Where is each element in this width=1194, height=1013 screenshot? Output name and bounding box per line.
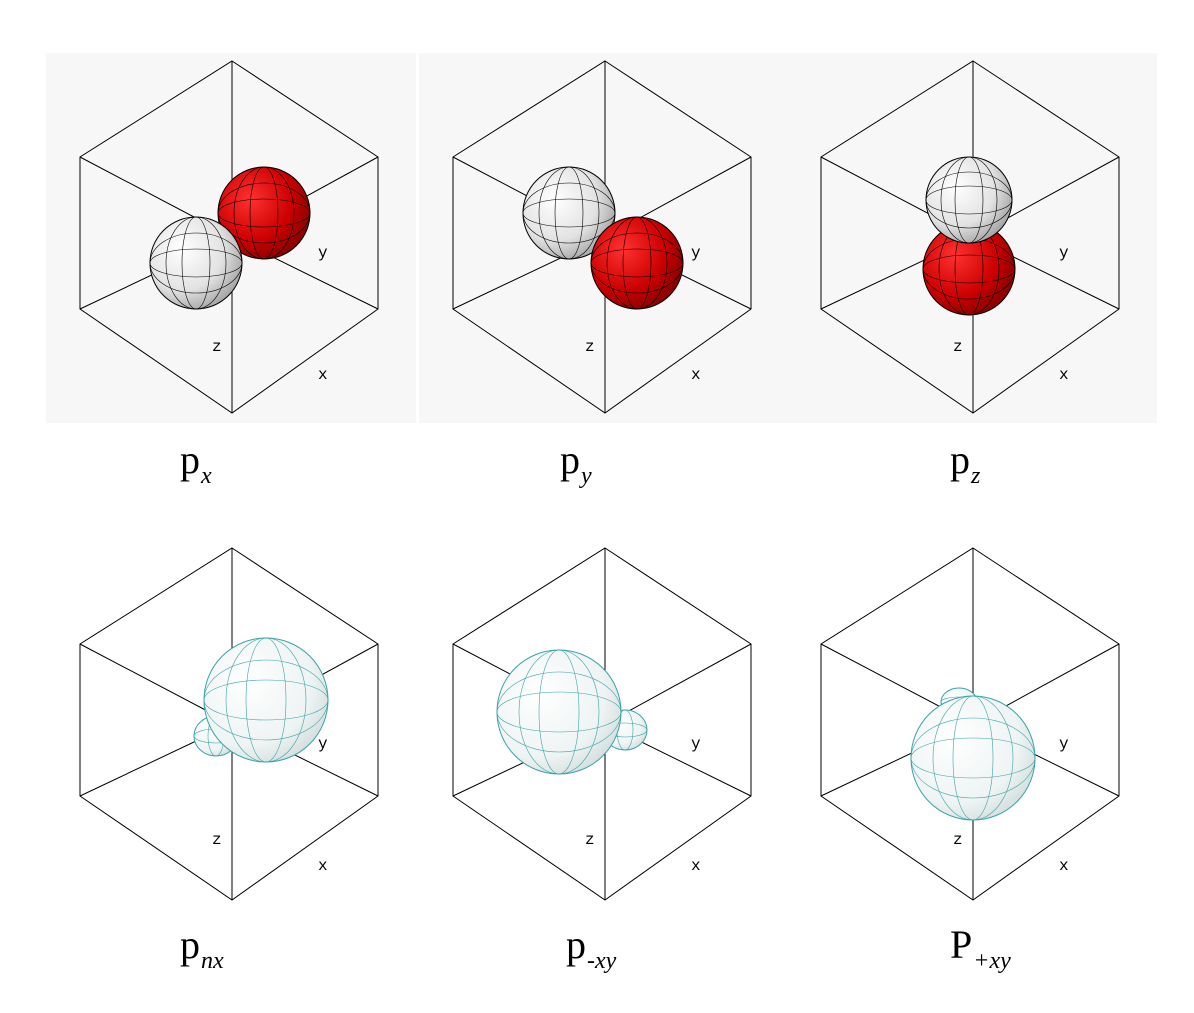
axis-label-z: z (953, 831, 963, 849)
axis-label-x: x (1059, 366, 1069, 384)
orbital-panel-p-minus-xy: y z x (419, 540, 789, 910)
caption-main: p (180, 922, 200, 967)
orbital-p-minus-xy-diagram: y z x (452, 547, 752, 901)
axis-label-x: x (691, 366, 701, 384)
orbital-panel-py: y z x (419, 53, 789, 423)
axis-label-z: z (585, 831, 595, 849)
orbital-px-diagram: y z x (46, 53, 416, 423)
orbital-p-plus-xy-diagram: y z x (820, 547, 1120, 901)
axis-label-x: x (318, 366, 328, 384)
caption-subscript: y (581, 463, 592, 489)
orbital-py-diagram: y z x (419, 53, 789, 423)
orbital-panel-p-plus-xy: y z x (787, 540, 1157, 910)
axis-label-z: z (585, 338, 595, 356)
caption-main: p (560, 437, 580, 482)
caption-main: p (950, 437, 970, 482)
white-lobe (149, 216, 243, 310)
orbital-pz-diagram: y z x (787, 53, 1157, 423)
caption-main: P (950, 922, 973, 967)
caption-main: p (566, 922, 586, 967)
red-lobe (217, 166, 311, 260)
axis-label-z: z (953, 338, 963, 356)
orbital-panel-px: y z x (46, 53, 416, 423)
white-lobe (925, 156, 1013, 244)
orbital-panel-pz: y z x (787, 53, 1157, 423)
caption-subscript: nx (201, 948, 224, 974)
axis-label-x: x (691, 857, 701, 875)
axis-label-y: y (691, 735, 701, 753)
axis-label-x: x (318, 857, 328, 875)
caption-p-plus-xy: P+xy (950, 922, 1011, 974)
large-lobe (203, 637, 329, 763)
large-lobe (496, 649, 622, 775)
axis-label-y: y (318, 244, 328, 262)
caption-subscript: x (201, 463, 212, 489)
caption-subscript: z (971, 463, 981, 489)
red-lobe (590, 216, 684, 310)
axis-label-y: y (691, 244, 701, 262)
axis-label-z: z (212, 338, 222, 356)
axis-label-z: z (212, 831, 222, 849)
white-lobe (522, 166, 616, 260)
caption-subscript: +xy (973, 948, 1011, 974)
axis-label-y: y (1059, 735, 1069, 753)
caption-main: p (180, 437, 200, 482)
orbital-panel-pnx: y z x (46, 540, 416, 910)
axis-label-y: y (318, 735, 328, 753)
axis-label-x: x (1059, 857, 1069, 875)
caption-subscript: -xy (587, 948, 617, 974)
axis-label-y: y (1059, 244, 1069, 262)
large-lobe (910, 695, 1036, 821)
caption-p-minus-xy: p-xy (566, 922, 616, 974)
caption-py: py (560, 437, 592, 489)
caption-px: px (180, 437, 212, 489)
orbital-pnx-diagram: y z x (79, 547, 379, 901)
caption-pz: pz (950, 437, 980, 489)
caption-pnx: pnx (180, 922, 224, 974)
